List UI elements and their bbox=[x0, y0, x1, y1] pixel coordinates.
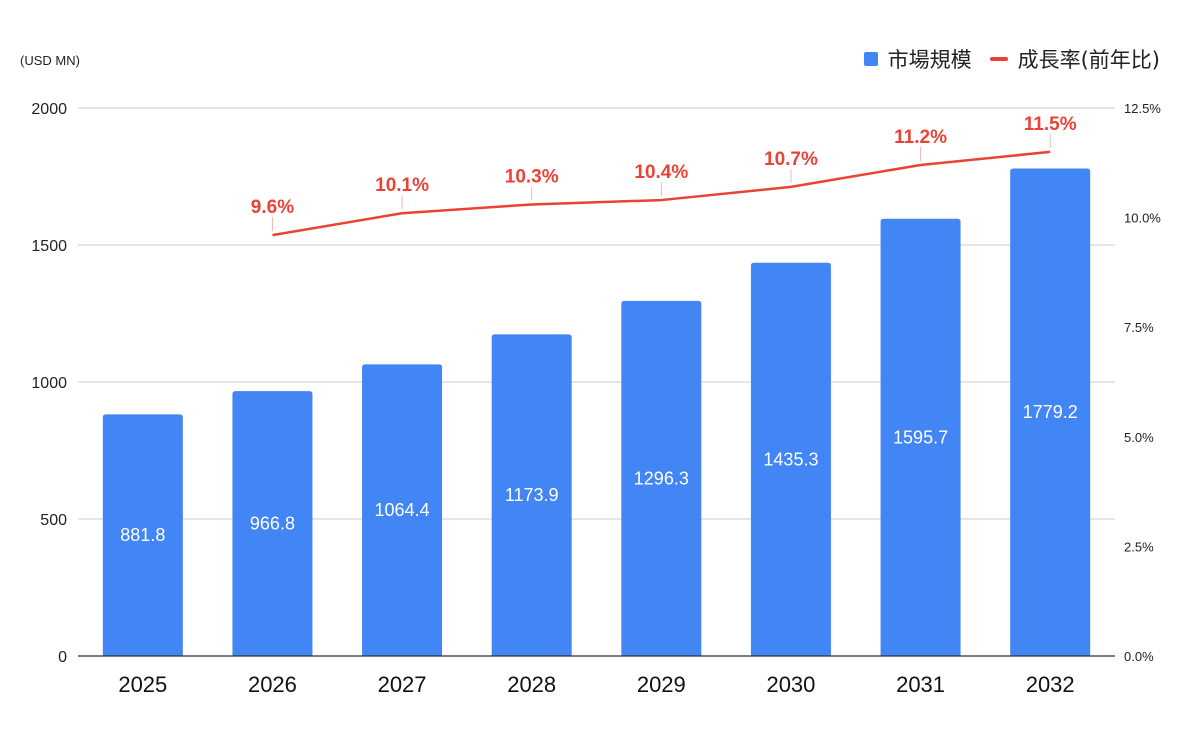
growth-rate-line bbox=[272, 150, 1051, 237]
x-tick-label: 2029 bbox=[637, 672, 686, 697]
legend-swatch-bar bbox=[863, 52, 878, 66]
y-axis-unit-label: (USD MN) bbox=[20, 53, 80, 68]
y-left-tick-label: 2000 bbox=[31, 101, 67, 118]
bar bbox=[491, 334, 572, 656]
legend-swatch-line bbox=[989, 57, 1008, 61]
bar bbox=[232, 391, 313, 656]
growth-rate-label: 10.7% bbox=[764, 149, 818, 170]
legend-item-growth-rate: 成長率(前年比) bbox=[989, 44, 1160, 74]
y-right-tick-label: 12.5% bbox=[1124, 101, 1161, 116]
y-right-tick-label: 5.0% bbox=[1124, 430, 1154, 445]
bar-value-label: 966.8 bbox=[250, 514, 295, 534]
bar-value-label: 1595.7 bbox=[893, 427, 948, 447]
legend-label-market-size: 市場規模 bbox=[887, 48, 972, 72]
bar-value-label: 1173.9 bbox=[505, 485, 559, 505]
growth-rate-label: 11.5% bbox=[1024, 114, 1077, 135]
y-left-tick-label: 1000 bbox=[31, 375, 67, 392]
bar-value-label: 1779.2 bbox=[1023, 402, 1078, 422]
x-tick-label: 2030 bbox=[766, 672, 815, 697]
x-tick-label: 2027 bbox=[378, 672, 427, 697]
legend-item-market-size: 市場規模 bbox=[863, 44, 972, 74]
bar bbox=[621, 300, 702, 656]
growth-rate-label: 10.1% bbox=[375, 175, 429, 196]
bar-value-label: 881.8 bbox=[120, 525, 165, 545]
x-tick-label: 2025 bbox=[118, 672, 167, 697]
y-left-tick-label: 500 bbox=[40, 512, 67, 529]
x-tick-label: 2031 bbox=[896, 672, 945, 697]
growth-rate-label: 11.2% bbox=[894, 127, 947, 148]
y-right-tick-label: 7.5% bbox=[1124, 320, 1154, 335]
x-tick-label: 2028 bbox=[507, 672, 556, 697]
y-right-tick-label: 10.0% bbox=[1124, 211, 1161, 226]
bar bbox=[102, 414, 183, 656]
chart-legend: 市場規模 成長率(前年比) bbox=[863, 44, 1160, 74]
growth-rate-label: 10.4% bbox=[634, 162, 688, 183]
x-tick-label: 2032 bbox=[1026, 672, 1075, 697]
bar-value-label: 1435.3 bbox=[763, 449, 818, 469]
bar bbox=[750, 262, 831, 656]
bar bbox=[880, 218, 961, 656]
bar-value-label: 1064.4 bbox=[375, 500, 430, 520]
y-left-tick-label: 1500 bbox=[31, 238, 67, 255]
growth-rate-label: 9.6% bbox=[251, 197, 294, 218]
bar-value-label: 1296.3 bbox=[634, 468, 689, 488]
bar bbox=[1010, 168, 1091, 656]
bar bbox=[362, 364, 443, 656]
y-right-tick-label: 0.0% bbox=[1124, 649, 1154, 664]
x-tick-label: 2026 bbox=[248, 672, 297, 697]
growth-rate-label: 10.3% bbox=[505, 166, 559, 187]
legend-label-growth-rate: 成長率(前年比) bbox=[1017, 48, 1160, 72]
y-left-tick-label: 0 bbox=[58, 649, 67, 666]
y-right-tick-label: 2.5% bbox=[1124, 539, 1154, 554]
